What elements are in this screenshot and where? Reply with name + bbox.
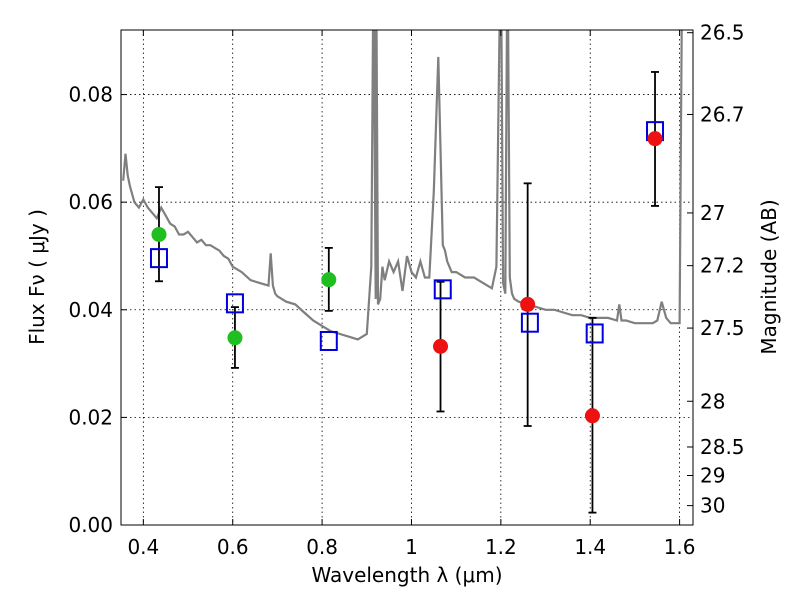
x-tick-label: 1.4 xyxy=(574,535,606,559)
x-tick-label: 0.8 xyxy=(306,535,338,559)
y-tick-label: 0.04 xyxy=(68,298,113,322)
y2-axis-ticks: 26.5 26.7 27 27.2 27.5 28 28.5 29 30 xyxy=(687,21,745,518)
plot-frame xyxy=(120,29,694,526)
red-data-point xyxy=(584,408,600,424)
model-photometry-square xyxy=(225,293,244,314)
model-photometry-square xyxy=(319,330,338,351)
x-axis-ticks: 0.4 0.6 0.8 1 1.2 1.4 1.6 xyxy=(127,30,696,559)
model-photometry-square xyxy=(433,279,452,300)
y2-tick-label: 26.5 xyxy=(700,21,745,45)
y2-tick-label: 26.7 xyxy=(700,102,745,126)
y2-tick-label: 30 xyxy=(700,494,725,518)
y2-axis-title: Magnitude (AB) xyxy=(757,199,781,354)
green-data-point xyxy=(321,272,337,288)
observed-points xyxy=(151,131,663,424)
red-data-point xyxy=(647,131,663,147)
model-spectrum-line xyxy=(122,30,683,341)
y2-tick-label: 28 xyxy=(700,389,725,413)
x-axis-title: Wavelength λ (μm) xyxy=(311,563,502,587)
x-tick-label: 1.6 xyxy=(664,535,696,559)
y2-tick-label: 27 xyxy=(700,201,725,225)
x-tick-label: 0.4 xyxy=(127,535,159,559)
y-axis-title: Flux Fν ( μJy ) xyxy=(25,209,49,345)
y-axis-ticks: 0.00 0.02 0.04 0.06 0.08 xyxy=(68,83,127,537)
y2-tick-label: 29 xyxy=(700,464,725,488)
grid-lines xyxy=(121,30,693,526)
y-tick-label: 0.06 xyxy=(68,190,113,214)
y-tick-label: 0.08 xyxy=(68,83,113,107)
model-photometry-square xyxy=(585,323,604,344)
green-data-point xyxy=(151,226,167,242)
y-tick-label: 0.02 xyxy=(68,405,113,429)
model-photometry-square xyxy=(520,312,539,333)
red-data-point xyxy=(520,296,536,312)
error-bars xyxy=(154,71,660,514)
y2-tick-label: 28.5 xyxy=(700,435,745,459)
x-tick-label: 0.6 xyxy=(217,535,249,559)
y-tick-label: 0.00 xyxy=(68,513,113,537)
x-tick-label: 1 xyxy=(405,535,418,559)
green-data-point xyxy=(227,330,243,346)
model-photometry-square xyxy=(149,248,168,269)
x-tick-label: 1.2 xyxy=(485,535,517,559)
y2-tick-label: 27.5 xyxy=(700,316,745,340)
y2-tick-label: 27.2 xyxy=(700,254,745,278)
red-data-point xyxy=(433,338,449,354)
